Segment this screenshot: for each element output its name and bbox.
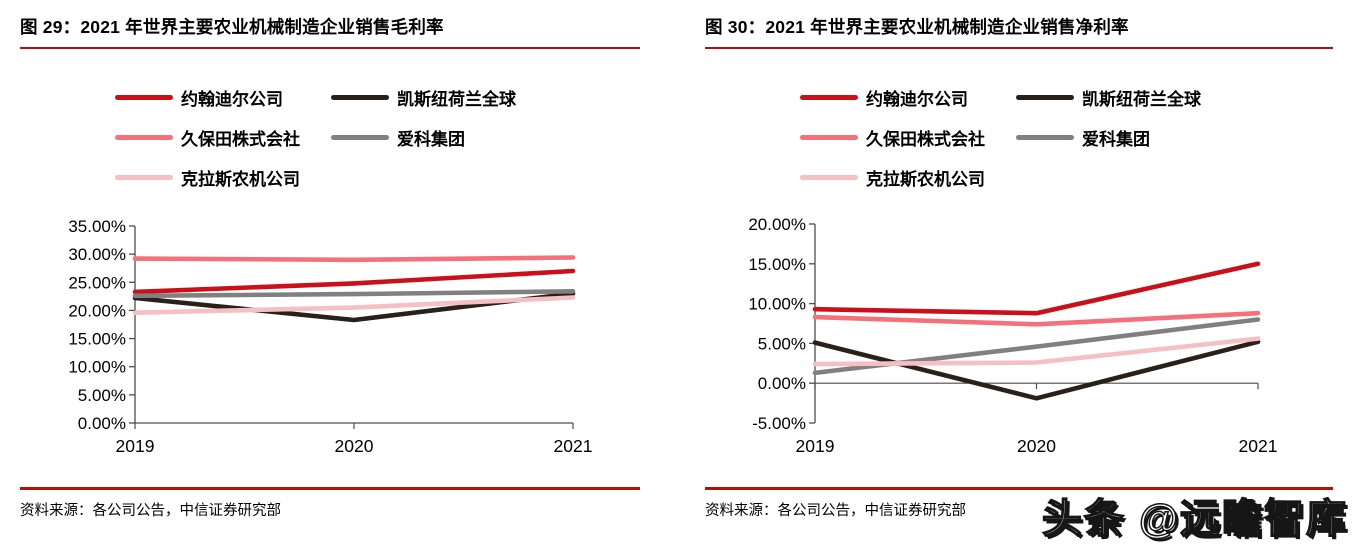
legend-line-swatch <box>331 135 389 140</box>
legend-line-swatch <box>800 175 858 180</box>
figure-30: 图 30：2021 年世界主要农业机械制造企业销售净利率 约翰迪尔公司 凯斯纽荷兰… <box>705 0 1333 548</box>
legend-label: 久保田株式会社 <box>181 130 300 149</box>
y-axis: 20.00% 15.00% 10.00% 5.00% 0.00% -5.00% <box>748 215 816 433</box>
legend-item-1: 凯斯纽荷兰全球 <box>1016 84 1201 111</box>
x-tick-label: 2020 <box>335 436 374 456</box>
legend-label: 久保田株式会社 <box>866 130 985 149</box>
legend-line-swatch <box>800 135 858 140</box>
legend-line-swatch <box>115 135 173 140</box>
figure-29-source: 资料来源：各公司公告，中信证券研究部 <box>20 503 281 519</box>
legend-line-swatch <box>331 95 389 100</box>
legend-line-swatch <box>1016 95 1074 100</box>
legend-line-swatch <box>115 175 173 180</box>
x-axis: 2019 2020 2021 <box>796 382 1278 456</box>
legend-label: 爱科集团 <box>1082 130 1150 149</box>
series-line-4 <box>812 336 1261 367</box>
legend-item-0: 约翰迪尔公司 <box>115 84 331 111</box>
legend-item-2: 久保田株式会社 <box>115 124 331 151</box>
legend-label: 克拉斯农机公司 <box>866 170 985 189</box>
series-line-0 <box>132 268 576 295</box>
x-axis: 2019 2020 2021 <box>116 422 593 456</box>
watermark: 头条 @远瞻智库 <box>1041 496 1348 542</box>
legend-item-2: 久保田株式会社 <box>800 124 1016 151</box>
legend-item-0: 约翰迪尔公司 <box>800 84 1016 111</box>
legend-item-4: 克拉斯农机公司 <box>115 164 331 191</box>
series-line-0 <box>812 261 1261 316</box>
legend-item-4: 克拉斯农机公司 <box>800 164 1016 191</box>
series-line-4 <box>132 295 576 315</box>
x-tick-label: 2019 <box>116 436 155 456</box>
x-tick-label: 2021 <box>554 436 593 456</box>
y-tick-label: 10.00% <box>748 295 806 314</box>
legend-item-3: 爱科集团 <box>331 124 516 151</box>
series-line-2 <box>132 255 576 263</box>
y-tick-label: 20.00% <box>68 301 126 320</box>
legend-label: 凯斯纽荷兰全球 <box>1082 90 1201 109</box>
series-line-2 <box>812 310 1261 327</box>
legend-item-3: 爱科集团 <box>1016 124 1201 151</box>
y-tick-label: 25.00% <box>68 273 126 292</box>
x-tick-label: 2019 <box>796 436 835 456</box>
y-tick-label: 15.00% <box>748 255 806 274</box>
y-tick-label: 20.00% <box>748 215 806 234</box>
legend-label: 约翰迪尔公司 <box>866 90 968 109</box>
x-tick-label: 2021 <box>1239 436 1278 456</box>
y-tick-label: 35.00% <box>68 217 126 236</box>
legend-label: 约翰迪尔公司 <box>181 90 283 109</box>
legend-label: 克拉斯农机公司 <box>181 170 300 189</box>
y-tick-label: 0.00% <box>78 414 126 433</box>
legend-item-1: 凯斯纽荷兰全球 <box>331 84 516 111</box>
gross-margin-chart: 35.00% 30.00% 25.00% 20.00% 15.00% 10.00% 5.00… <box>68 217 593 456</box>
figure-30-title: 图 30：2021 年世界主要农业机械制造企业销售净利率 <box>705 0 1333 49</box>
y-axis: 35.00% 30.00% 25.00% 20.00% 15.00% 10.00% 5.00… <box>68 217 136 433</box>
series-line-3 <box>132 289 576 299</box>
y-tick-label: 30.00% <box>68 245 126 264</box>
y-tick-label: 5.00% <box>758 334 806 353</box>
series-line-1 <box>812 339 1261 401</box>
x-tick-label: 2020 <box>1017 436 1056 456</box>
y-tick-label: 5.00% <box>78 386 126 405</box>
figure-29: 图 29：2021 年世界主要农业机械制造企业销售毛利率 约翰迪尔公司 凯斯纽荷兰… <box>20 0 640 548</box>
legend-label: 凯斯纽荷兰全球 <box>397 90 516 109</box>
legend-line-swatch <box>1016 135 1074 140</box>
y-tick-label: 10.00% <box>68 358 126 377</box>
y-tick-label: 0.00% <box>758 374 806 393</box>
legend-line-swatch <box>800 95 858 100</box>
figure-29-legend: 约翰迪尔公司 凯斯纽荷兰全球久保田株式会社 爱科集团克拉斯农机公司 <box>115 84 516 191</box>
figure-30-legend: 约翰迪尔公司 凯斯纽荷兰全球久保田株式会社 爱科集团克拉斯农机公司 <box>800 84 1201 191</box>
y-tick-label: -5.00% <box>752 414 806 433</box>
legend-label: 爱科集团 <box>397 130 465 149</box>
figure-29-title: 图 29：2021 年世界主要农业机械制造企业销售毛利率 <box>20 0 640 49</box>
figure-30-divider <box>705 487 1333 490</box>
legend-line-swatch <box>115 95 173 100</box>
net-margin-chart: 20.00%15.00%10.00%5.00%0.00%-5.00%2019 20… <box>748 215 1278 456</box>
y-tick-label: 15.00% <box>68 330 126 349</box>
figure-29-divider <box>20 487 640 490</box>
figure-30-source: 资料来源：各公司公告，中信证券研究部 <box>705 503 966 519</box>
